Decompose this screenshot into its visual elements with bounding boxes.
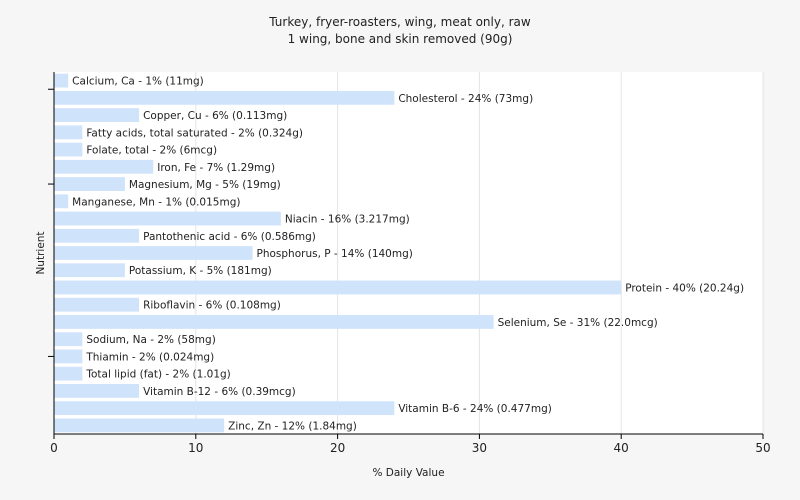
bar-label: Riboflavin - 6% (0.108mg) — [143, 300, 281, 312]
chart-subtitle: 1 wing, bone and skin removed (90g) — [287, 32, 513, 46]
bar-label: Total lipid (fat) - 2% (1.01g) — [85, 369, 230, 381]
bar — [54, 418, 225, 433]
bar-label: Niacin - 16% (3.217mg) — [285, 214, 410, 226]
bar — [54, 142, 83, 157]
bar-label: Pantothenic acid - 6% (0.586mg) — [143, 231, 316, 243]
x-axis-title: % Daily Value — [372, 467, 444, 479]
bar-label: Protein - 40% (20.24g) — [625, 282, 744, 294]
bar-label: Vitamin B-12 - 6% (0.39mcg) — [143, 386, 296, 398]
bar — [54, 332, 83, 347]
bar-label: Vitamin B-6 - 24% (0.477mg) — [398, 403, 552, 415]
bar-label: Folate, total - 2% (6mcg) — [86, 145, 217, 157]
bar-label: Magnesium, Mg - 5% (19mg) — [129, 179, 281, 191]
bar — [54, 73, 69, 88]
bar-label: Cholesterol - 24% (73mg) — [398, 93, 533, 105]
bar — [54, 211, 281, 226]
bar — [54, 90, 395, 105]
bar-label: Zinc, Zn - 12% (1.84mg) — [228, 420, 357, 432]
bar — [54, 401, 395, 416]
bar-label: Copper, Cu - 6% (0.113mg) — [143, 110, 287, 122]
x-tick-label: 10 — [188, 441, 203, 455]
x-tick-label: 40 — [614, 441, 629, 455]
bar-label: Iron, Fe - 7% (1.29mg) — [157, 162, 275, 174]
bar — [54, 366, 83, 381]
bar — [54, 384, 140, 398]
x-tick-label: 50 — [755, 441, 770, 455]
x-tick-label: 30 — [472, 441, 487, 455]
bar — [54, 263, 125, 278]
bar — [54, 159, 154, 174]
bar — [54, 194, 69, 209]
bar — [54, 297, 140, 312]
bar-label: Calcium, Ca - 1% (11mg) — [72, 76, 204, 88]
y-axis-title: Nutrient — [35, 231, 47, 274]
bar — [54, 349, 83, 364]
bar-label: Sodium, Na - 2% (58mg) — [86, 334, 215, 346]
bar — [54, 246, 253, 260]
bar-label: Fatty acids, total saturated - 2% (0.324… — [86, 127, 303, 139]
bar-label: Selenium, Se - 31% (22.0mcg) — [498, 317, 658, 329]
bars: Calcium, Ca - 1% (11mg) Cholesterol - 24%… — [54, 73, 744, 433]
bar-label: Phosphorus, P - 14% (140mg) — [257, 248, 413, 260]
bar — [54, 315, 494, 329]
bar — [54, 177, 125, 191]
bar-label: Potassium, K - 5% (181mg) — [129, 265, 272, 277]
bar-label: Thiamin - 2% (0.024mg) — [85, 351, 214, 363]
x-tick-label: 20 — [330, 441, 345, 455]
bar-label: Manganese, Mn - 1% (0.015mg) — [72, 196, 240, 208]
bar — [54, 228, 140, 243]
chart-title: Turkey, fryer-roasters, wing, meat only,… — [269, 15, 531, 29]
x-tick-label: 0 — [50, 441, 58, 455]
axes: 0 10 20 30 40 50 — [48, 72, 771, 455]
bar — [54, 108, 140, 122]
bar — [54, 125, 83, 140]
bar — [54, 280, 622, 295]
